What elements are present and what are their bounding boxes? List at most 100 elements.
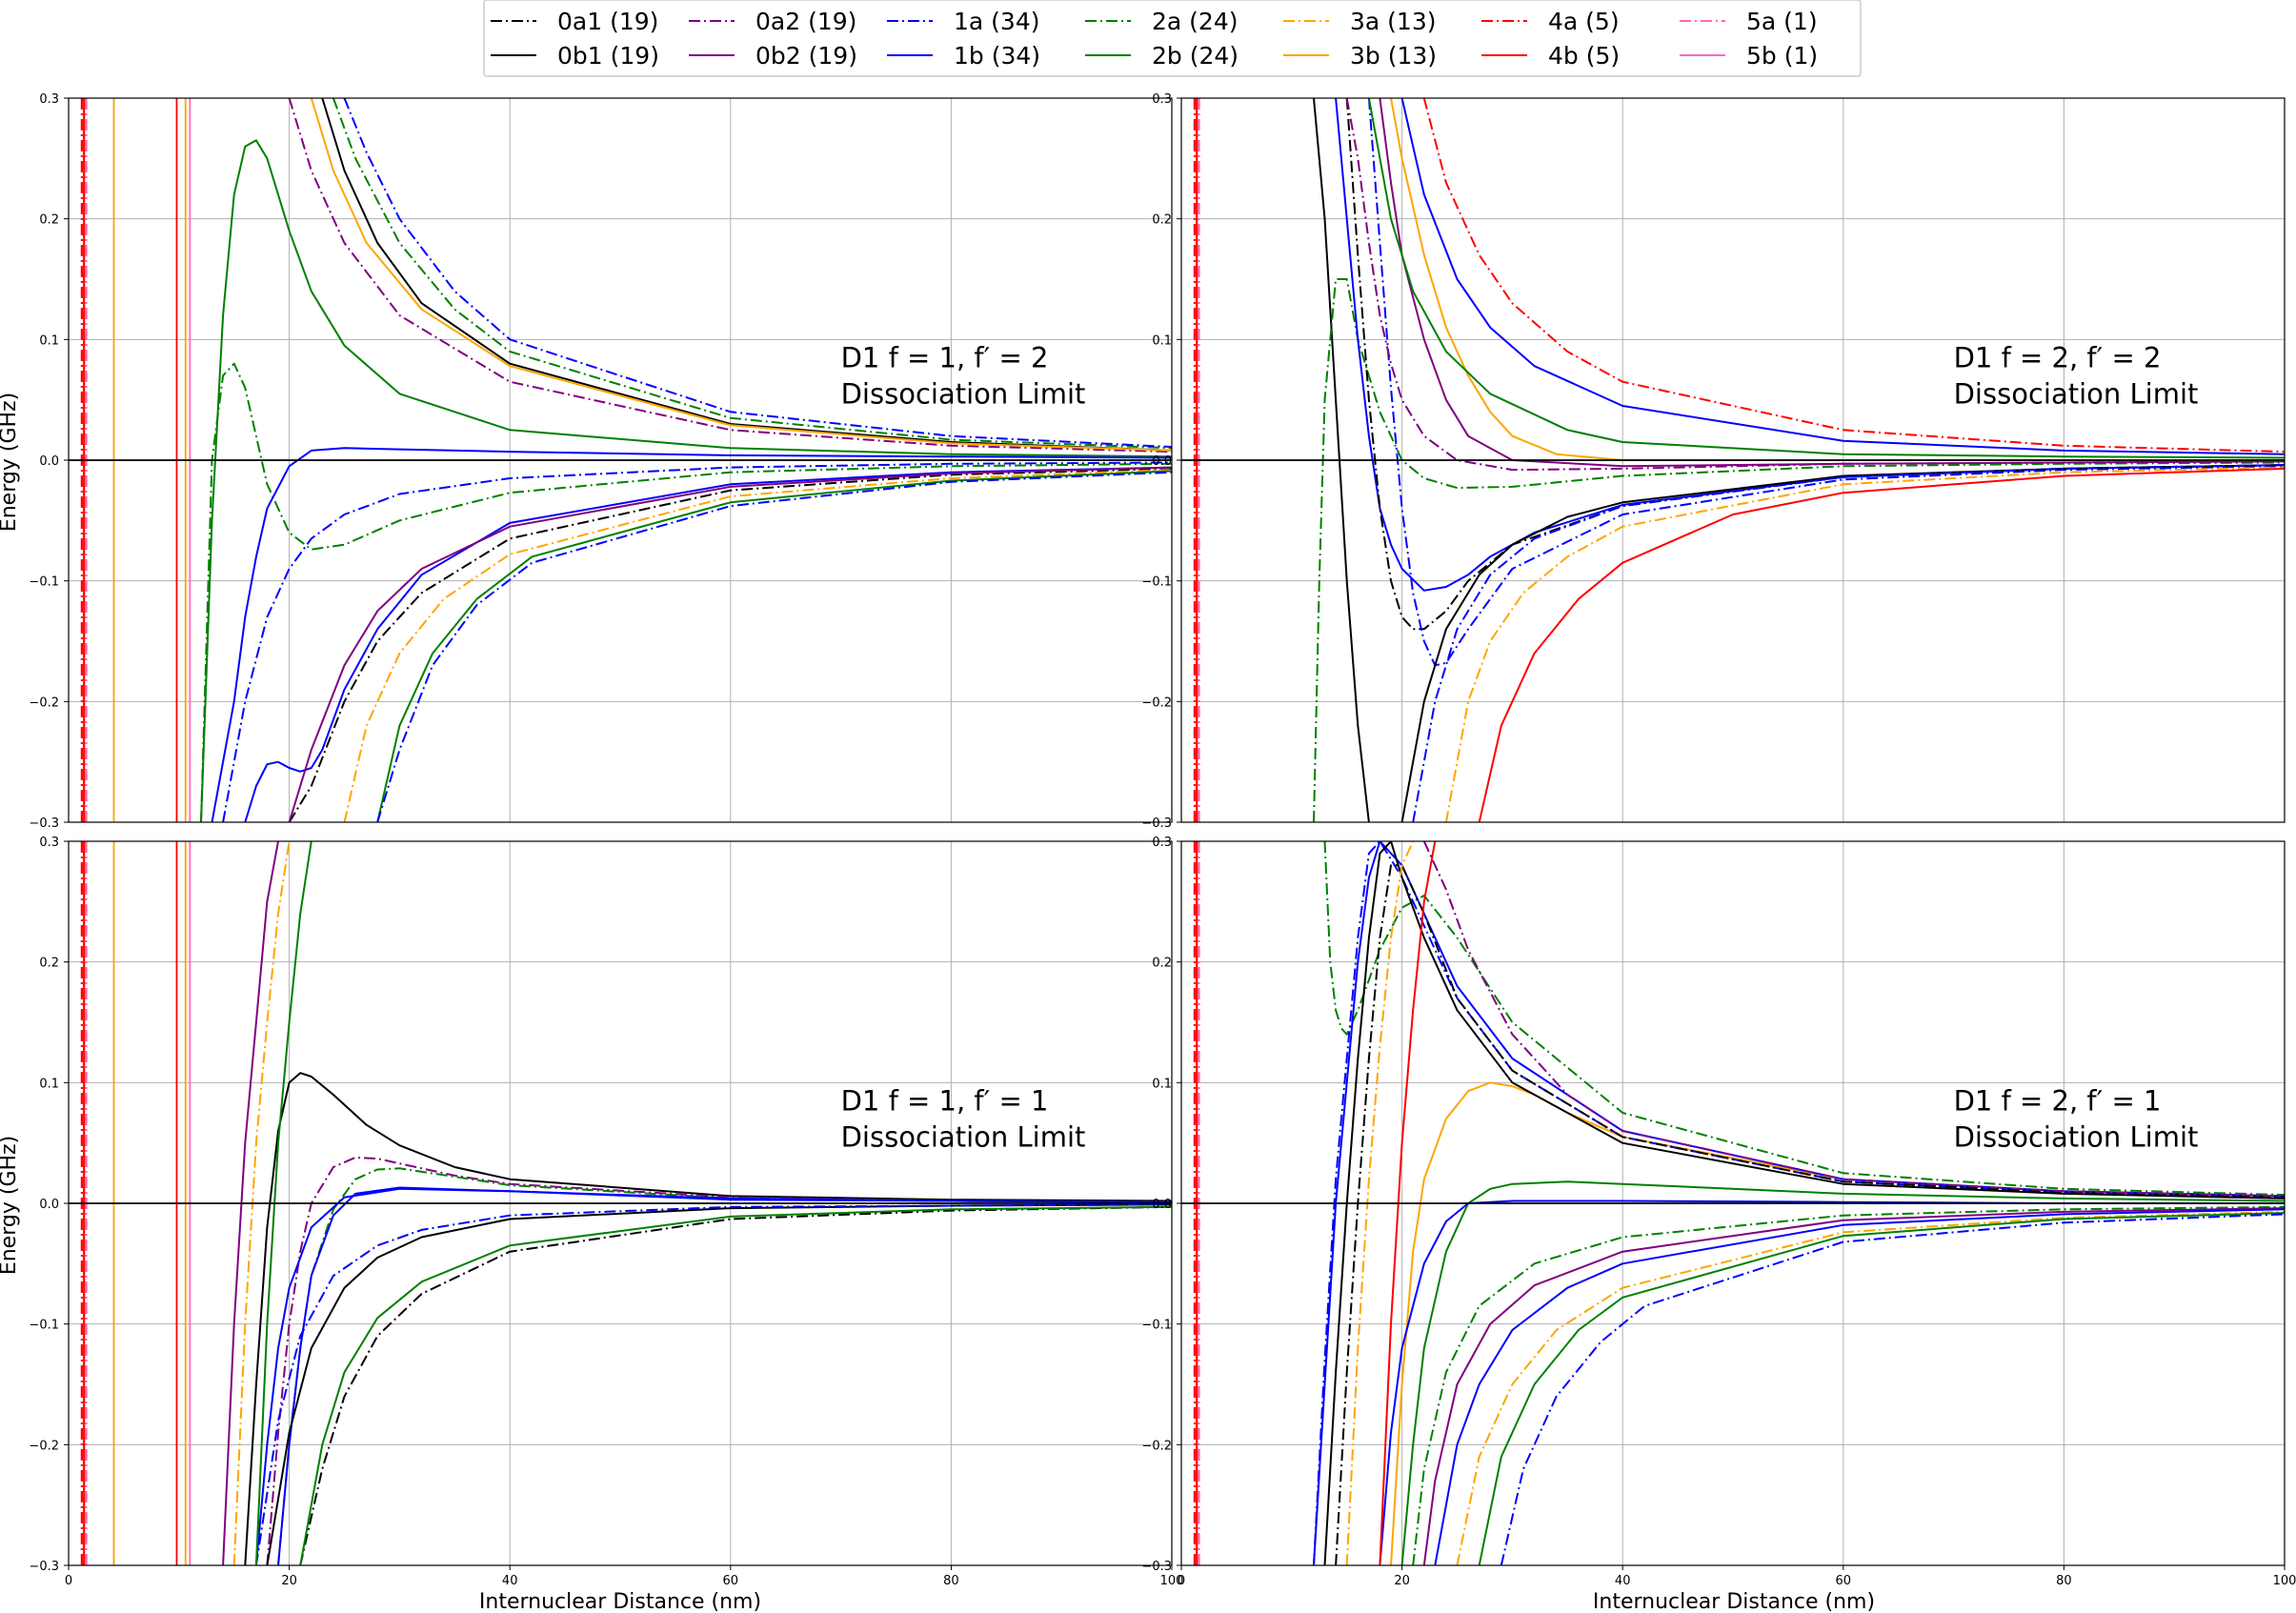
series-line	[1390, 1081, 2285, 1565]
x-tick-label: 60	[1836, 1574, 1852, 1588]
series-line	[1422, 841, 2285, 1198]
series-line	[288, 467, 1172, 822]
annotation-line1: D1 f = 2, f′ = 1	[1954, 1084, 2162, 1117]
legend-entry: 1a (34)	[887, 8, 1040, 35]
legend-label: 0a1 (19)	[557, 8, 658, 35]
series-line	[376, 471, 1172, 822]
series-line	[1400, 464, 2285, 822]
y-tick-label: 0.3	[39, 92, 59, 107]
series-line	[1412, 1205, 2285, 1565]
legend-entry: 4b (5)	[1481, 42, 1620, 70]
legend-entry: 0b1 (19)	[491, 42, 659, 70]
x-tick-label: 100	[1160, 1574, 1184, 1588]
annotation-line2: Dissociation Limit	[841, 1120, 1086, 1153]
x-axis-label-left: Internuclear Distance (nm)	[479, 1590, 761, 1613]
legend-entry: 5b (1)	[1680, 42, 1818, 70]
series-line	[1400, 98, 2285, 455]
series-group	[1193, 841, 2285, 1565]
series-line	[376, 470, 1172, 822]
legend-label: 0b2 (19)	[755, 42, 857, 70]
series-line	[254, 841, 312, 1565]
legend-label: 0a2 (19)	[755, 8, 856, 35]
legend-entry: 3b (13)	[1283, 42, 1437, 70]
panel-bottom-left: −0.3 −0.2 −0.1 0.0 0.1 0.2 0.3 0 20 40 60 80 100 D1 f…	[29, 836, 1183, 1588]
legend-entry: 2b (24)	[1085, 42, 1239, 70]
series-line	[343, 98, 1172, 449]
series-line	[1313, 841, 2285, 1565]
series-line	[211, 447, 1172, 822]
annotation-line1: D1 f = 1, f′ = 1	[841, 1084, 1049, 1117]
series-line	[299, 1205, 1172, 1565]
x-tick-label: 40	[502, 1574, 518, 1588]
series-line	[299, 1205, 1172, 1565]
y-tick-label: −0.1	[1141, 1319, 1172, 1333]
series-line	[1434, 1208, 2285, 1565]
series-line	[200, 139, 1172, 822]
panel-top-left: −0.3 −0.2 −0.1 0.0 0.1 0.2 0.3 D1 f = 1, f′ = 2…	[29, 92, 1173, 831]
series-line	[1500, 1213, 2285, 1565]
y-tick-label: 0.1	[1152, 1077, 1172, 1091]
y-tick-label: −0.1	[29, 1319, 59, 1333]
series-line	[1379, 98, 2285, 468]
y-tick-label: 0.0	[39, 1198, 59, 1212]
series-line	[1313, 98, 1370, 822]
x-tick-label: 40	[1615, 1574, 1631, 1588]
x-axis-label-right: Internuclear Distance (nm)	[1593, 1590, 1875, 1613]
series-line	[1323, 841, 2285, 1197]
series-line	[1422, 1207, 2285, 1565]
series-line	[244, 1072, 1172, 1565]
series-line	[232, 841, 291, 1565]
annotation-line1: D1 f = 1, f′ = 2	[841, 341, 1049, 373]
legend-label: 0b1 (19)	[557, 42, 659, 70]
x-tick-label: 80	[2056, 1574, 2072, 1588]
y-tick-label: 0.2	[1152, 213, 1172, 228]
legend-entry: 4a (5)	[1481, 8, 1620, 35]
x-tick-label: 20	[281, 1574, 297, 1588]
series-line	[1345, 98, 2285, 472]
y-tick-label: −0.2	[1141, 696, 1172, 710]
legend-label: 2a (24)	[1152, 8, 1239, 35]
legend-label: 2b (24)	[1152, 42, 1239, 70]
series-line	[254, 1187, 1172, 1565]
series-line	[288, 98, 1172, 454]
y-tick-label: 0.2	[1152, 957, 1172, 971]
series-line	[1367, 98, 2285, 667]
legend-entry: 0a1 (19)	[491, 8, 658, 35]
series-line	[266, 1203, 1172, 1565]
panel-bottom-right: −0.3 −0.2 −0.1 0.0 0.1 0.2 0.3 0 20 40 60 80 100 D1 f…	[1141, 836, 2296, 1588]
annotation-line2: Dissociation Limit	[841, 377, 1086, 410]
series-line	[288, 466, 1172, 822]
y-tick-label: 0.2	[39, 957, 59, 971]
legend-entry: 0a2 (19)	[689, 8, 856, 35]
series-line	[1335, 864, 2285, 1565]
legend: 0a1 (19) 0b1 (19) 0a2 (19) 0b2 (19) 1a (34) 1…	[483, 0, 1862, 77]
series-line	[1367, 98, 2285, 459]
series-line	[1379, 841, 1437, 1565]
legend-label: 4a (5)	[1548, 8, 1620, 35]
x-tick-label: 0	[65, 1574, 72, 1588]
y-tick-label: 0.1	[39, 333, 59, 348]
legend-entry: 0b2 (19)	[689, 42, 857, 70]
y-tick-label: 0.0	[1152, 454, 1172, 469]
x-tick-label: 100	[2273, 1574, 2296, 1588]
legend-label: 5b (1)	[1746, 42, 1818, 70]
y-tick-label: −0.3	[29, 1560, 59, 1574]
panel-top-right: −0.3 −0.2 −0.1 0.0 0.1 0.2 0.3 D1 f = 2, f′ = 2…	[1141, 92, 2286, 831]
y-tick-label: 0.0	[1152, 1198, 1172, 1212]
series-group	[1193, 98, 2285, 822]
legend-label: 3b (13)	[1350, 42, 1437, 70]
y-tick-label: −0.2	[1141, 1439, 1172, 1453]
y-tick-label: −0.2	[29, 696, 59, 710]
y-tick-label: −0.3	[29, 817, 59, 831]
x-tick-label: 0	[1178, 1574, 1185, 1588]
legend-entry: 3a (13)	[1283, 8, 1437, 35]
series-line	[1456, 1210, 2285, 1565]
y-tick-label: 0.3	[1152, 836, 1172, 850]
y-tick-label: −0.1	[29, 575, 59, 590]
y-tick-label: 0.2	[39, 213, 59, 228]
legend-entry: 2a (24)	[1085, 8, 1239, 35]
series-line	[277, 1186, 1172, 1565]
legend-frame	[483, 0, 1862, 77]
series-line	[1345, 841, 1415, 1565]
x-tick-label: 80	[943, 1574, 959, 1588]
